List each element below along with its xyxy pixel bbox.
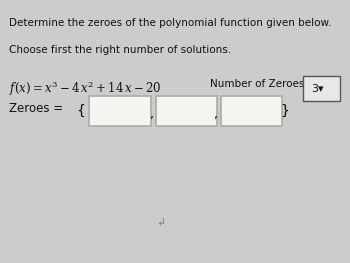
FancyBboxPatch shape xyxy=(220,96,282,126)
FancyBboxPatch shape xyxy=(303,76,340,101)
Text: Number of Zeroes: Number of Zeroes xyxy=(210,79,304,89)
Text: }: } xyxy=(280,104,289,118)
Text: 3▾: 3▾ xyxy=(311,84,324,94)
Text: Choose first the right number of solutions.: Choose first the right number of solutio… xyxy=(9,45,231,55)
Text: ↲: ↲ xyxy=(156,219,166,229)
Text: ,: , xyxy=(214,108,218,121)
FancyBboxPatch shape xyxy=(156,96,217,126)
Text: {: { xyxy=(76,104,85,118)
Text: ,: , xyxy=(149,108,154,121)
Text: Zeroes =: Zeroes = xyxy=(9,102,66,115)
Text: $f(x) = x^3 - 4\,x^2 + 14\,x - 20$: $f(x) = x^3 - 4\,x^2 + 14\,x - 20$ xyxy=(9,79,161,98)
Text: Determine the zeroes of the polynomial function given below.: Determine the zeroes of the polynomial f… xyxy=(9,18,331,28)
FancyBboxPatch shape xyxy=(89,96,150,126)
